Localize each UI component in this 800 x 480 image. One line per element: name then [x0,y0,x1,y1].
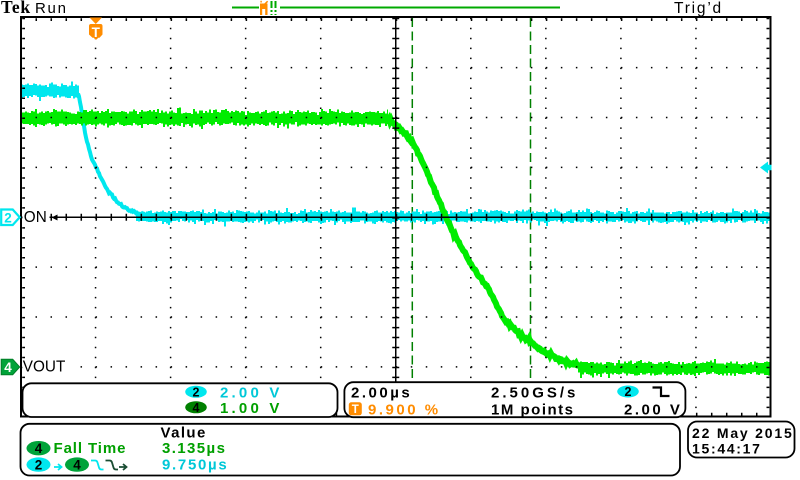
svg-text:22 May 2015: 22 May 2015 [692,425,794,441]
svg-text:4: 4 [4,360,12,375]
svg-text:2: 2 [625,385,632,399]
svg-text:Fall Time: Fall Time [54,440,127,457]
svg-text:4: 4 [35,441,43,456]
svg-text:VOUT: VOUT [23,359,66,376]
svg-text:2.00 V: 2.00 V [624,401,682,418]
svg-text:4: 4 [193,401,200,415]
svg-text:2.00µs: 2.00µs [351,384,412,401]
svg-text:2.00 V: 2.00 V [220,384,283,401]
svg-text:Tek: Tek [1,0,31,17]
svg-text:3.135µs: 3.135µs [162,440,226,457]
svg-text:2: 2 [35,458,43,473]
svg-text:Run: Run [35,0,68,17]
svg-text:T: T [352,404,359,416]
svg-text:ON: ON [24,209,47,226]
svg-text:9.750µs: 9.750µs [162,457,228,474]
svg-text:2.50GS/s: 2.50GS/s [491,384,578,401]
svg-text:15:44:17: 15:44:17 [692,441,762,457]
svg-text:T: T [92,25,101,40]
svg-text:9.900 %: 9.900 % [368,401,441,418]
svg-text:Value: Value [161,424,207,441]
svg-text:Trig’d: Trig’d [674,0,723,17]
svg-text:4: 4 [73,458,81,473]
svg-text:1M points: 1M points [491,401,575,418]
svg-text:1.00 V: 1.00 V [220,400,283,417]
svg-text:2: 2 [193,386,200,400]
svg-text:2: 2 [4,211,12,226]
